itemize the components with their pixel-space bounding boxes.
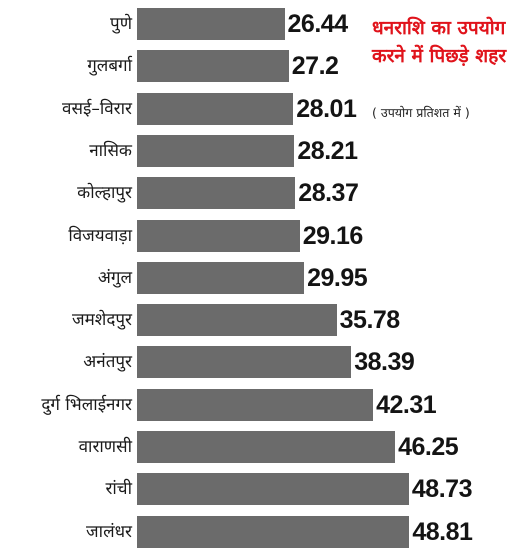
category-label: जालंधर (86, 521, 132, 542)
category-label: दुर्ग भिलाईनगर (41, 394, 132, 415)
category-label: पुणे (110, 14, 132, 34)
category-label: रांची (105, 479, 132, 500)
bar (137, 304, 337, 337)
value-label: 29.16 (302, 221, 364, 250)
category-label: कोल्हापुर (77, 183, 132, 204)
value-label: 35.78 (339, 306, 401, 335)
category-label: जमशेदपुर (72, 310, 132, 331)
category-label: गुलबर्गा (87, 56, 132, 77)
value-label: 28.37 (298, 179, 359, 208)
bar (137, 8, 285, 40)
chart-subtitle: ( उपयोग प्रतिशत में ) (372, 105, 470, 120)
bar (137, 50, 289, 83)
bar (137, 219, 300, 252)
bar (137, 473, 409, 506)
bar (137, 346, 352, 379)
value-label: 29.95 (307, 263, 368, 292)
bar (137, 134, 295, 167)
category-label: वाराणसी (78, 437, 132, 457)
category-label: वसई–विरार (62, 98, 132, 119)
chart-title: धनराशि का उपयोग करने में पिछड़े शहर (372, 17, 507, 67)
value-label: 26.44 (287, 10, 349, 38)
value-label: 48.73 (411, 475, 473, 504)
bar (137, 431, 396, 463)
value-label: 46.25 (398, 433, 459, 461)
value-label: 48.81 (412, 517, 473, 546)
bar (137, 388, 374, 421)
category-label: नासिक (89, 140, 132, 161)
category-label: अंगुल (97, 267, 132, 288)
value-label: 28.01 (296, 94, 357, 123)
bar (137, 515, 410, 548)
category-label: अनंतपुर (83, 352, 132, 373)
value-label: 42.31 (376, 390, 437, 419)
bar (137, 261, 305, 294)
value-label: 27.2 (291, 52, 339, 81)
value-label: 38.39 (354, 348, 415, 377)
bar (137, 177, 296, 210)
value-label: 28.21 (297, 136, 358, 165)
category-label: विजयवाड़ा (68, 225, 132, 246)
bar (137, 92, 294, 125)
